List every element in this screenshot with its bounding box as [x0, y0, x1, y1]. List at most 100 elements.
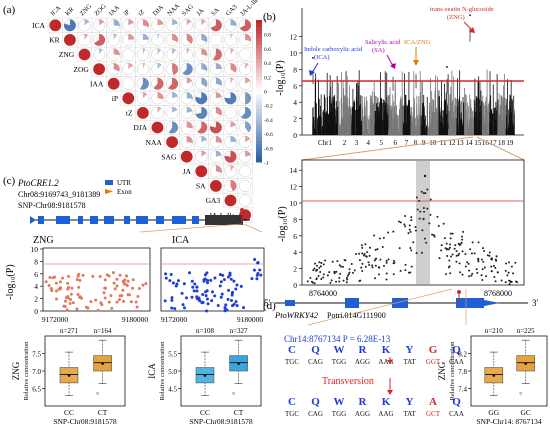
ica-points-point [170, 296, 174, 300]
manhattan-point [345, 71, 347, 135]
ica-points-point [235, 283, 239, 287]
annotation-zng-line2: (ZNG) [447, 14, 465, 21]
manhattan-point [344, 130, 346, 135]
corr-pie-slice [245, 136, 251, 143]
manhattan-point [510, 80, 512, 135]
ica-points-point [197, 296, 201, 300]
codons-reference: TGC CAG TGG AGG AAG TAT GGT CAA [285, 358, 464, 366]
regional-point [322, 263, 325, 266]
corr-pie-outline [122, 62, 135, 76]
colorbar-step [256, 126, 262, 131]
variant-detail: Chr14:8767134 P = 6.28E-13 C Q W R K Y G Q TGC C… [284, 334, 464, 418]
manhattan-point [488, 134, 489, 135]
manhattan-chromosome-label: 9 [422, 139, 426, 147]
manhattan-point [497, 99, 499, 135]
regional-point [445, 242, 448, 245]
corr-pie-outline [166, 48, 179, 61]
codon: AGG [355, 358, 370, 366]
local-y-tick-label: 10 [31, 245, 39, 254]
manhattan-point [315, 133, 316, 135]
manhattan-point [501, 95, 503, 135]
corr-pie-outline [122, 19, 135, 32]
corr-pie-slice [230, 180, 237, 192]
regional-point [492, 264, 495, 267]
manhattan-point [343, 88, 345, 135]
corr-pie-slice [94, 34, 105, 46]
manhattan-peak-point [312, 57, 314, 59]
corr-circle [93, 63, 105, 75]
manhattan-point [324, 97, 326, 135]
manhattan-point [341, 119, 342, 135]
manhattan-point [313, 130, 315, 135]
corr-pie-outline [92, 19, 106, 32]
ica-points-point [188, 271, 192, 275]
manhattan-chromosome-label: 2 [343, 139, 347, 147]
manhattan-point [512, 128, 514, 135]
ica-points-point [242, 306, 246, 310]
manhattan-point [312, 108, 314, 135]
annotation-ica-line1: Indole carboxylic acid [304, 46, 363, 53]
ica-points-point [232, 279, 236, 283]
corr-pie-outline [209, 62, 223, 76]
manhattan-point [502, 97, 503, 135]
ica-points-point [218, 272, 222, 276]
gene-d-exon [392, 298, 408, 308]
regional-point [426, 188, 429, 191]
regional-point [461, 235, 464, 238]
zng-points-point [94, 298, 98, 302]
corr-pie-outline [224, 48, 237, 61]
regional-point [320, 261, 323, 264]
regional-point [320, 278, 323, 281]
regional-point [504, 281, 507, 284]
boxplot-n-label: n=225 [517, 327, 535, 335]
regional-point [367, 261, 370, 264]
regional-point [350, 263, 353, 266]
corr-pie-slice [128, 34, 135, 40]
manhattan-point [470, 115, 471, 135]
manhattan-point [346, 115, 348, 135]
regional-point [385, 259, 388, 262]
zng-points-point [86, 306, 90, 310]
manhattan-point [418, 125, 419, 135]
manhattan-point [346, 75, 348, 135]
manhattan-point [365, 118, 366, 135]
manhattan-point [312, 124, 314, 135]
manhattan-point [339, 129, 341, 135]
manhattan-point [440, 122, 442, 135]
regional-point [392, 230, 395, 233]
manhattan-point [489, 111, 491, 135]
manhattan-point [357, 80, 359, 135]
corr-pie-slice [215, 165, 222, 173]
manhattan-point [351, 121, 353, 135]
regional-point [417, 199, 420, 202]
boxplot-y-label: Relative concentration [159, 341, 166, 400]
zng-points-point [115, 284, 119, 288]
corr-pie-slice [245, 92, 252, 105]
manhattan-point [332, 107, 334, 135]
regional-point [496, 271, 499, 274]
zng-points-point [70, 286, 74, 290]
manhattan-point [389, 87, 391, 135]
zng-points-point [118, 273, 122, 277]
corr-pie-outline [209, 92, 223, 105]
manhattan-point [406, 134, 407, 135]
local-ica-points [163, 258, 263, 313]
manhattan-point [367, 119, 369, 135]
colorbar-step [256, 98, 262, 103]
manhattan-point [463, 124, 464, 135]
regional-point [459, 271, 462, 274]
boxplot-mean [524, 362, 528, 365]
manhattan-point [329, 90, 331, 135]
ica-points-point [174, 284, 178, 288]
manhattan-point [409, 126, 411, 135]
boxplot-trait-label: ZNG [437, 361, 447, 380]
corr-pie-slice [142, 48, 146, 55]
boxplot-n-label: n=108 [196, 327, 214, 335]
boxplot-y-tick-label: 6.5 [32, 386, 41, 394]
manhattan-point [331, 80, 333, 135]
corr-pie-slice [157, 63, 162, 70]
colorbar-step [256, 80, 262, 85]
manhattan-point [445, 115, 446, 135]
manhattan-point [442, 110, 444, 135]
manhattan-point [412, 116, 414, 135]
